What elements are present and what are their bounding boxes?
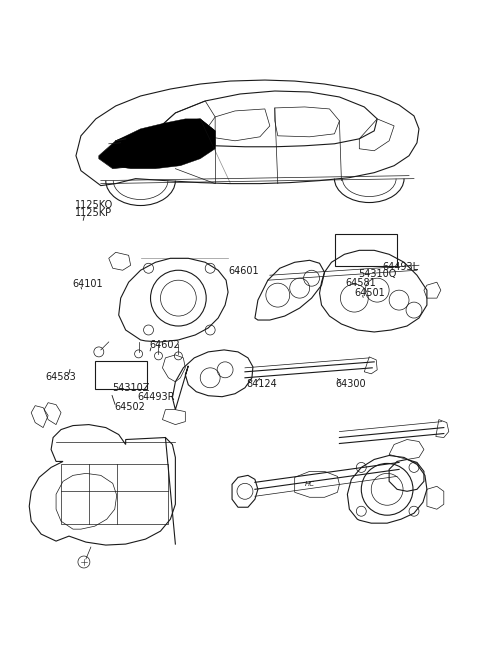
Text: 64601: 64601	[228, 266, 259, 276]
Text: 1125KP: 1125KP	[75, 208, 112, 218]
Text: 64581: 64581	[345, 278, 376, 288]
Text: 64300: 64300	[336, 379, 366, 389]
Text: 54310Z: 54310Z	[113, 383, 150, 393]
Bar	[96, 362, 147, 389]
Polygon shape	[99, 119, 215, 169]
Text: 64602: 64602	[149, 340, 180, 350]
Text: 1125KO: 1125KO	[75, 200, 114, 210]
Polygon shape	[109, 119, 215, 169]
Text: 64501: 64501	[355, 288, 385, 298]
Text: 64493L: 64493L	[382, 263, 419, 272]
Text: 64101: 64101	[72, 280, 103, 290]
Text: HC: HC	[304, 481, 315, 487]
Text: 64502: 64502	[115, 402, 145, 412]
Bar	[336, 234, 396, 265]
Text: 54310Q: 54310Q	[359, 269, 397, 279]
Bar	[61, 464, 168, 524]
Text: 64583: 64583	[46, 372, 76, 382]
Text: 84124: 84124	[246, 379, 277, 389]
Text: 64493R: 64493R	[137, 392, 175, 402]
